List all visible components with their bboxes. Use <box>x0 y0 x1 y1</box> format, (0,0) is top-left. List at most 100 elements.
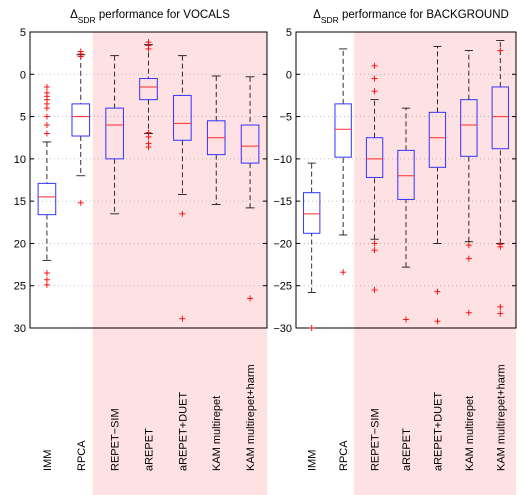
y-tick-label: 30 <box>14 323 26 335</box>
box-body <box>334 103 352 158</box>
outlier-point <box>43 122 50 129</box>
outlier-point <box>371 240 378 247</box>
box-body <box>139 78 158 101</box>
background-title: ΔSDR performance for BACKGROUND <box>313 9 509 25</box>
y-tick-label: 10 <box>14 154 26 166</box>
outlier-point <box>465 309 472 316</box>
outlier-point <box>43 113 50 120</box>
outlier-point <box>43 105 50 112</box>
outlier-point <box>371 75 378 82</box>
y-tick-label: 15 <box>14 196 26 208</box>
box-body <box>173 94 192 141</box>
background-panel: ΔSDR performance for BACKGROUND 5 0 −5 −10 −… <box>273 9 517 495</box>
box-RPCA <box>71 48 91 206</box>
y-tick-label: −20 <box>273 238 292 250</box>
category-label: REPET−SIM <box>370 408 382 471</box>
outlier-point <box>145 45 152 52</box>
category-label: aREPET <box>401 428 413 471</box>
box-body <box>428 111 447 168</box>
outlier-point <box>77 199 84 206</box>
vocals-panel: ΔSDR performance for VOCALS 5 0 5 10 15 20 25 3… <box>14 9 268 495</box>
outlier-point <box>43 130 50 137</box>
outlier-point <box>145 144 152 151</box>
category-label: KAM multirepet <box>211 396 223 471</box>
box-KAM multirepet <box>206 75 226 205</box>
outlier-point <box>179 315 186 322</box>
y-tick-label: 5 <box>20 112 26 124</box>
y-tick-label: 0 <box>286 69 292 81</box>
box-body <box>71 103 91 137</box>
highlight-region <box>354 32 516 495</box>
category-label: aREPET+DUET <box>177 392 189 471</box>
outlier-point <box>371 62 378 69</box>
outlier-point <box>43 270 50 277</box>
box-REPET−SIM <box>105 55 124 215</box>
y-tick-label: 5 <box>20 27 26 39</box>
outlier-point <box>371 88 378 95</box>
y-tick-label: 5 <box>286 27 292 39</box>
outlier-point <box>497 47 504 54</box>
box-body <box>303 192 321 234</box>
category-label: REPET−SIM <box>110 408 122 471</box>
box-KAM multirepet <box>460 50 478 316</box>
box-body <box>240 124 260 164</box>
y-tick-label: −25 <box>273 281 292 293</box>
box-body <box>397 149 415 200</box>
y-tick-label: −5 <box>279 112 292 124</box>
category-label: aREPET+DUET <box>432 392 444 471</box>
category-label: IMM <box>307 450 319 471</box>
y-tick-label: 0 <box>20 69 26 81</box>
category-label: RPCA <box>76 440 88 471</box>
category-label: IMM <box>42 450 54 471</box>
box-KAM multirepet+harm <box>491 40 509 317</box>
category-label: KAM multirepet+harm <box>495 364 507 471</box>
outlier-point <box>308 325 315 331</box>
box-IMM <box>37 83 57 288</box>
vocals-title: ΔSDR performance for VOCALS <box>70 9 230 25</box>
box-aREPET+DUET <box>173 55 192 322</box>
box-body <box>491 86 509 150</box>
y-tick-label: −10 <box>273 154 292 166</box>
outlier-point <box>247 295 254 302</box>
box-aREPET+DUET <box>428 45 447 325</box>
y-tick-label: −15 <box>273 196 292 208</box>
box-REPET−SIM <box>365 62 384 293</box>
highlight-region <box>92 32 267 495</box>
outlier-point <box>77 53 84 60</box>
outlier-point <box>497 303 504 310</box>
outlier-point <box>434 318 441 325</box>
outlier-point <box>465 242 472 249</box>
category-label: RPCA <box>338 440 350 471</box>
axes-frame <box>295 31 517 329</box>
box-IMM <box>303 162 321 331</box>
outlier-point <box>434 288 441 295</box>
outlier-point <box>371 286 378 293</box>
outlier-point <box>403 316 409 323</box>
box-RPCA <box>334 48 352 276</box>
axes-frame <box>29 31 268 329</box>
category-label: KAM multirepet+harm <box>245 364 257 471</box>
y-tick-label: 20 <box>14 238 26 250</box>
y-tick-label: 25 <box>14 281 26 293</box>
outlier-point <box>179 210 186 217</box>
category-label: aREPET <box>144 428 156 471</box>
outlier-point <box>340 269 347 276</box>
outlier-point <box>43 83 50 90</box>
outlier-point <box>497 310 504 317</box>
y-tick-label: −30 <box>273 323 292 335</box>
outlier-point <box>465 255 472 262</box>
outlier-point <box>43 276 50 283</box>
box-aREPET <box>139 39 158 151</box>
box-aREPET <box>397 107 415 323</box>
box-body <box>460 99 478 157</box>
outlier-point <box>145 133 152 140</box>
outlier-point <box>371 247 378 254</box>
box-KAM multirepet+harm <box>240 76 260 302</box>
box-body <box>365 137 384 178</box>
box-body <box>37 182 57 216</box>
category-label: KAM multirepet <box>464 396 476 471</box>
box-body <box>105 107 124 160</box>
outlier-point <box>497 243 504 250</box>
outlier-point <box>43 281 50 288</box>
